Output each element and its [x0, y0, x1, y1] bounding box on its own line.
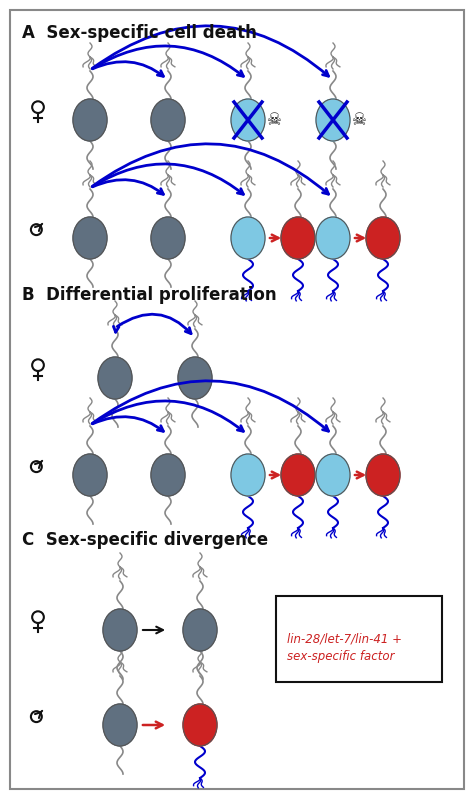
Ellipse shape	[281, 454, 315, 496]
Ellipse shape	[103, 609, 137, 651]
Ellipse shape	[73, 217, 107, 259]
Text: C  Sex-specific divergence: C Sex-specific divergence	[22, 531, 268, 549]
Ellipse shape	[73, 454, 107, 496]
FancyBboxPatch shape	[10, 10, 464, 789]
Ellipse shape	[231, 99, 265, 141]
Ellipse shape	[316, 454, 350, 496]
FancyBboxPatch shape	[276, 596, 442, 682]
Ellipse shape	[98, 357, 132, 399]
Ellipse shape	[183, 609, 217, 651]
Ellipse shape	[103, 704, 137, 746]
Text: ☠: ☠	[352, 111, 367, 129]
Ellipse shape	[73, 99, 107, 141]
Ellipse shape	[151, 217, 185, 259]
Ellipse shape	[178, 357, 212, 399]
Ellipse shape	[151, 454, 185, 496]
Ellipse shape	[281, 217, 315, 259]
Text: sex-specific factor: sex-specific factor	[287, 650, 394, 663]
Ellipse shape	[183, 704, 217, 746]
Text: ☠: ☠	[267, 111, 282, 129]
Ellipse shape	[366, 217, 400, 259]
Text: A  Sex-specific cell death: A Sex-specific cell death	[22, 24, 257, 42]
Ellipse shape	[151, 99, 185, 141]
Text: B  Differential proliferation: B Differential proliferation	[22, 286, 277, 304]
Ellipse shape	[366, 454, 400, 496]
Ellipse shape	[231, 217, 265, 259]
Text: lin-28/let-7/lin-41 +: lin-28/let-7/lin-41 +	[287, 632, 402, 645]
Ellipse shape	[316, 217, 350, 259]
Ellipse shape	[231, 454, 265, 496]
Ellipse shape	[316, 99, 350, 141]
